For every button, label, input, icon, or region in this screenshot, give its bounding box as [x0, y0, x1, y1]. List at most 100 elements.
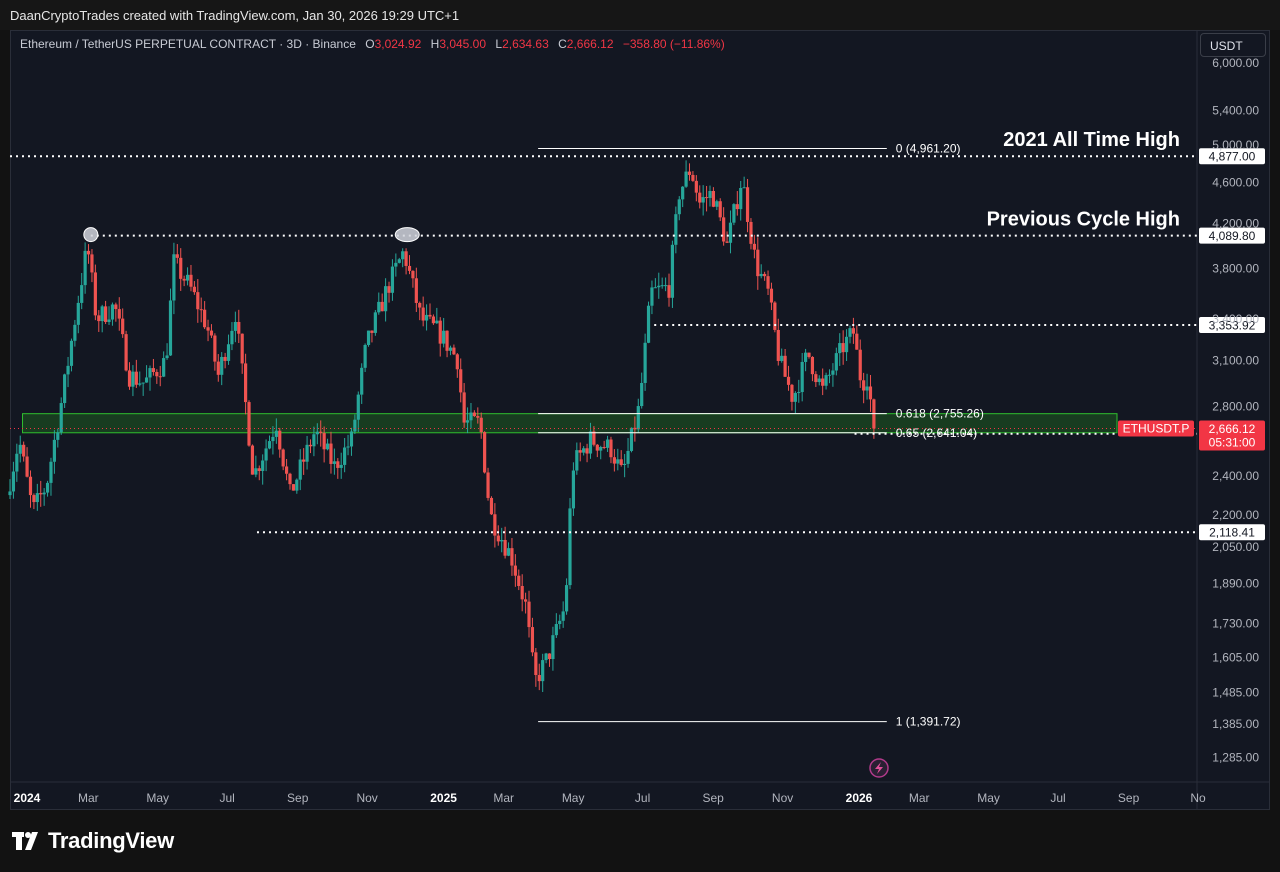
- candle-body: [80, 285, 84, 303]
- candle-body: [431, 316, 436, 324]
- candle-body: [73, 324, 77, 341]
- candle-body: [86, 250, 91, 255]
- candle-body: [155, 372, 159, 377]
- candle-body: [134, 371, 138, 385]
- candle-body: [114, 304, 118, 310]
- candle-body: [45, 482, 50, 493]
- candle-body: [793, 392, 797, 402]
- candle-body: [411, 270, 415, 279]
- candle-body: [315, 431, 319, 435]
- y-tick-label-17: 1,285.00: [1212, 751, 1259, 765]
- candle-body: [90, 254, 94, 273]
- candle-body: [223, 356, 227, 361]
- candle-body: [609, 439, 613, 458]
- candle-body: [605, 439, 610, 448]
- candle-body: [302, 459, 306, 462]
- candle-body: [247, 402, 251, 446]
- candle-body: [390, 266, 395, 293]
- y-tick-label-3: 4,600.00: [1212, 176, 1259, 190]
- candle-body: [459, 369, 463, 393]
- candle-body: [749, 221, 753, 244]
- candle-body: [237, 321, 241, 334]
- open-value: 3,024.92: [374, 37, 422, 51]
- y-tick-label-11: 2,050.00: [1212, 540, 1259, 554]
- candle-body: [646, 305, 651, 343]
- x-tick-label-12: 2026: [846, 791, 873, 805]
- candle-body: [199, 309, 203, 311]
- candle-body: [141, 382, 145, 384]
- candle-body: [694, 180, 698, 193]
- candle-body: [360, 367, 364, 395]
- x-tick-label-5: Nov: [356, 791, 377, 805]
- candle-body: [500, 539, 504, 542]
- candle-body: [185, 274, 190, 281]
- candles-group: [8, 160, 876, 693]
- candle-body: [868, 386, 873, 400]
- candle-body: [281, 449, 285, 467]
- candle-body: [653, 287, 657, 289]
- candle-body: [667, 285, 671, 298]
- candle-body: [271, 436, 275, 442]
- high-value: 3,045.00: [439, 37, 487, 51]
- candle-body: [264, 448, 268, 461]
- candle-body: [254, 468, 258, 475]
- candle-body: [708, 191, 712, 198]
- x-tick-label-0: 2024: [14, 791, 41, 805]
- symbol-legend: Ethereum / TetherUS PERPETUAL CONTRACT ·…: [20, 37, 725, 51]
- candle-body: [650, 287, 654, 306]
- candle-body: [739, 187, 743, 210]
- candle-body: [69, 340, 74, 366]
- y-tick-label-7: 3,100.00: [1212, 354, 1259, 368]
- candle-body: [626, 450, 630, 464]
- candle-body: [162, 358, 166, 377]
- candle-body: [745, 187, 750, 222]
- candle-body: [476, 416, 480, 418]
- candle-body: [110, 304, 115, 320]
- candle-body: [404, 251, 408, 266]
- candle-body: [336, 461, 340, 468]
- lightning-icon[interactable]: [869, 758, 889, 778]
- candle-body: [595, 444, 599, 451]
- close-label: C: [558, 37, 567, 51]
- candle-body: [298, 459, 302, 480]
- candle-body: [93, 272, 97, 316]
- candle-body: [616, 459, 620, 464]
- fib-label-0: 0 (4,961.20): [896, 142, 961, 156]
- candle-body: [455, 354, 459, 370]
- candle-body: [677, 199, 681, 215]
- candle-body: [274, 430, 278, 437]
- tradingview-logo[interactable]: TradingView: [12, 828, 174, 854]
- low-value: 2,634.63: [502, 37, 549, 51]
- candle-body: [356, 394, 360, 420]
- candle-body: [8, 491, 12, 496]
- chart-frame[interactable]: [10, 30, 1270, 810]
- x-tick-label-8: May: [562, 791, 585, 805]
- candle-body: [257, 468, 261, 471]
- candle-body: [209, 330, 214, 336]
- candle-body: [148, 368, 152, 378]
- level-tag-label-4: 2,118.41: [1209, 526, 1255, 540]
- candle-body: [821, 378, 825, 386]
- candle-body: [332, 461, 336, 464]
- x-tick-label-17: No: [1190, 791, 1206, 805]
- candle-body: [319, 431, 323, 434]
- candle-body: [175, 254, 179, 258]
- candle-body: [564, 585, 569, 612]
- candle-body: [244, 363, 248, 403]
- candle-body: [267, 441, 272, 449]
- currency-button[interactable]: USDT: [1200, 33, 1266, 57]
- candle-body: [261, 460, 265, 471]
- y-tick-label-0: 6,000.00: [1212, 56, 1259, 70]
- candle-body: [32, 495, 36, 503]
- x-tick-label-15: Jul: [1050, 791, 1065, 805]
- attribution-bar: DaanCryptoTrades created with TradingVie…: [0, 0, 1280, 30]
- candle-body: [865, 386, 869, 391]
- candle-body: [851, 328, 856, 334]
- candle-body: [592, 431, 596, 445]
- candle-body: [438, 320, 442, 344]
- candle-body: [370, 330, 374, 333]
- candle-body: [582, 448, 586, 453]
- candle-body: [124, 334, 128, 371]
- candle-body: [196, 292, 200, 310]
